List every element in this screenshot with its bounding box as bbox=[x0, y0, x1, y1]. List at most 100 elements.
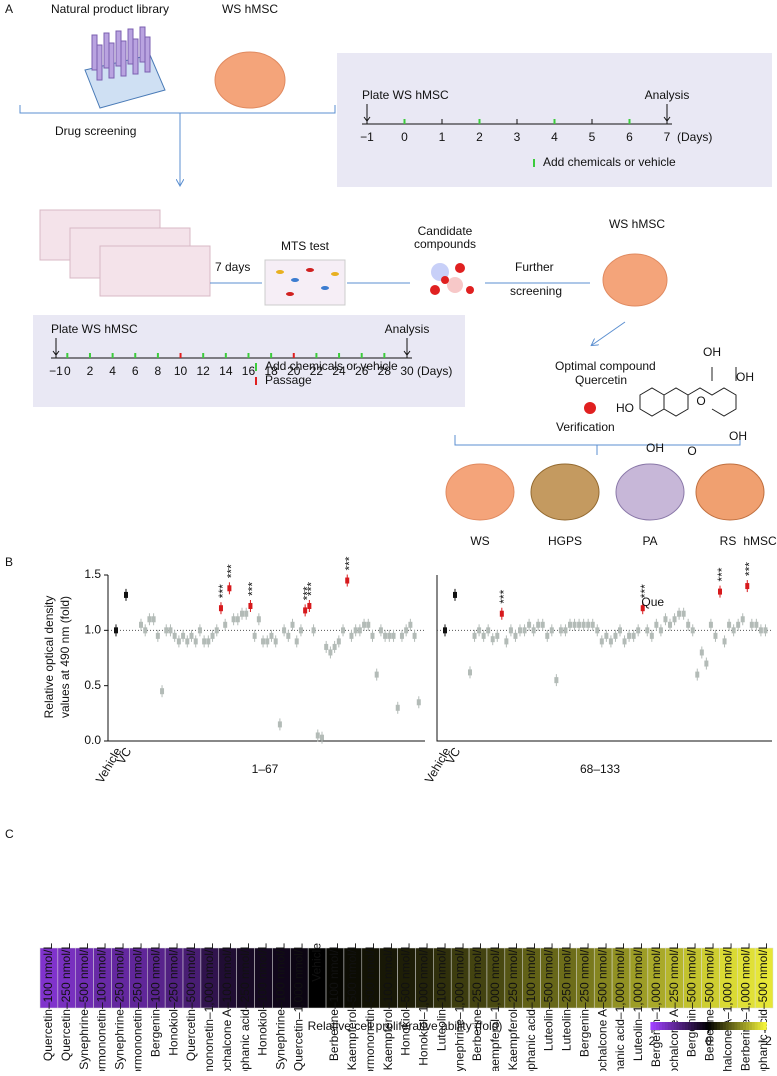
box bbox=[282, 627, 287, 634]
box bbox=[176, 638, 181, 645]
box bbox=[558, 627, 563, 634]
heatmap-label: Luteolin–250 nmol/L bbox=[560, 943, 574, 1051]
tick-label: 22 bbox=[310, 364, 324, 378]
heatmap-label: Synephrine–100 nmol/L bbox=[274, 943, 288, 1070]
box bbox=[336, 638, 341, 645]
box bbox=[549, 627, 554, 634]
box bbox=[315, 732, 320, 739]
label: Drug screening bbox=[55, 124, 136, 138]
unit: (Days) bbox=[417, 364, 452, 378]
box bbox=[189, 632, 194, 639]
box bbox=[383, 632, 388, 639]
box bbox=[408, 621, 413, 628]
tick-label: 7 bbox=[664, 130, 671, 144]
dish-label: RS bbox=[720, 534, 737, 548]
heatmap-label: Synephrine–500 nmol/L bbox=[77, 943, 91, 1070]
heatmap-label: Luteolin–100 nmol/L bbox=[434, 943, 448, 1051]
box bbox=[490, 636, 495, 643]
label: WS hMSC bbox=[222, 2, 278, 16]
box bbox=[513, 632, 518, 639]
colorbar-step bbox=[653, 1022, 657, 1030]
box bbox=[193, 638, 198, 645]
significance: *** bbox=[305, 582, 319, 596]
box bbox=[307, 602, 312, 609]
colorbar-step bbox=[711, 1022, 715, 1030]
label: Quercetin bbox=[575, 373, 627, 387]
heatmap-label: Honokiol–100 nmol/L bbox=[256, 943, 270, 1056]
dish bbox=[602, 253, 668, 307]
box bbox=[590, 621, 595, 628]
box bbox=[586, 621, 591, 628]
heatmap-label: Formononetin–250 nmol/L bbox=[131, 943, 145, 1071]
label: 7 days bbox=[215, 260, 250, 274]
colorbar-step bbox=[725, 1022, 730, 1030]
colorbar-step bbox=[714, 1022, 718, 1030]
arrow bbox=[663, 104, 671, 122]
box bbox=[627, 632, 632, 639]
label: Add chemicals or vehicle bbox=[265, 359, 398, 373]
bracket bbox=[19, 105, 336, 185]
y-tick-label: 1.0 bbox=[84, 623, 101, 637]
colorbar-step bbox=[667, 1022, 672, 1030]
label: Further bbox=[515, 260, 554, 274]
y-tick-label: 0.5 bbox=[84, 678, 101, 692]
box bbox=[181, 632, 186, 639]
colorbar-step bbox=[731, 1022, 735, 1030]
box bbox=[731, 627, 736, 634]
box bbox=[486, 627, 491, 634]
box bbox=[345, 577, 350, 584]
significance: *** bbox=[497, 589, 511, 603]
box bbox=[563, 627, 568, 634]
panel-a-shapes bbox=[19, 26, 772, 521]
colorbar-step bbox=[763, 1022, 767, 1030]
heatmap-label: Bergenin–500 nmol/L bbox=[685, 943, 699, 1057]
colorbar-step bbox=[754, 1022, 759, 1030]
box bbox=[654, 621, 659, 628]
dish bbox=[214, 51, 286, 109]
box bbox=[695, 671, 700, 678]
tick-label: 12 bbox=[197, 364, 211, 378]
box bbox=[399, 632, 404, 639]
box bbox=[206, 638, 211, 645]
box bbox=[690, 627, 695, 634]
tick-label: 0 bbox=[64, 364, 71, 378]
box bbox=[618, 627, 622, 634]
box bbox=[290, 621, 295, 628]
x-axis-label: Relative cell proliferative ability (fol… bbox=[308, 1019, 503, 1033]
box bbox=[214, 627, 219, 634]
heatmap-label: Bergenin–250 nmol/L bbox=[577, 943, 591, 1057]
heatmap-label: Formononetin–100 nmol/L bbox=[95, 943, 109, 1071]
heatmap-label: Kaempferol–500 nmol/L bbox=[345, 943, 359, 1071]
box bbox=[740, 616, 745, 623]
box bbox=[640, 605, 645, 612]
colorbar-step bbox=[696, 1022, 701, 1030]
tick-label: 1 bbox=[439, 130, 446, 144]
heatmap-label: Quercetin–100 nmol/L bbox=[41, 943, 55, 1061]
box bbox=[681, 610, 686, 617]
heatmap-label: Chrysophanic acid–100 nmol/L bbox=[524, 943, 538, 1071]
tick-label: 16 bbox=[242, 364, 256, 378]
legend-swatch bbox=[533, 159, 535, 167]
heatmap-label: Licochalcone A–500 nmol/L bbox=[595, 943, 609, 1071]
quercetin-dot bbox=[584, 402, 596, 414]
label: Optimal compound bbox=[555, 359, 656, 373]
box bbox=[185, 638, 190, 645]
atom-label: OH bbox=[703, 345, 721, 359]
arrow bbox=[52, 338, 60, 356]
box bbox=[277, 721, 282, 728]
box bbox=[622, 638, 627, 645]
box bbox=[472, 632, 477, 639]
colorbar-step bbox=[685, 1022, 689, 1030]
plate-label: Plate WS hMSC bbox=[362, 88, 449, 102]
arrows bbox=[210, 282, 626, 345]
x-axis-label: 68–133 bbox=[580, 762, 620, 776]
box bbox=[745, 583, 750, 590]
colorbar-step bbox=[673, 1022, 677, 1030]
box bbox=[374, 671, 379, 678]
heatmap-label: Quercetin–250 nmol/L bbox=[59, 943, 73, 1061]
colorbar-step bbox=[746, 1022, 750, 1030]
arrow bbox=[363, 104, 371, 122]
label: compounds bbox=[414, 237, 476, 251]
heatmap-label: Berberine–250 nmol/L bbox=[470, 943, 484, 1061]
colorbar-label: 0 bbox=[705, 1034, 712, 1048]
